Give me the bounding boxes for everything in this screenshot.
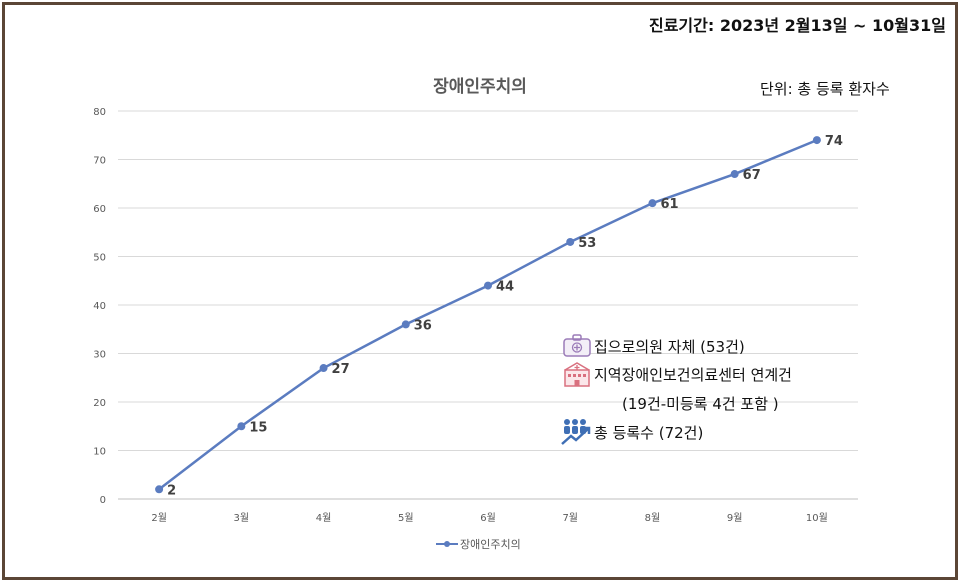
x-tick-label: 6월 — [480, 512, 496, 524]
hospital-icon — [560, 361, 594, 387]
y-tick-label: 70 — [93, 156, 106, 167]
chart-title: 장애인주치의 — [433, 77, 527, 97]
data-point — [319, 364, 328, 373]
period-label: 진료기간: 2023년 2월13일 ~ 10월31일 — [648, 16, 946, 35]
data-label: 36 — [414, 318, 432, 333]
data-label: 53 — [578, 236, 596, 251]
x-tick-label: 9월 — [727, 512, 743, 524]
note-item-clinic-text: 집으로의원 자체 (53건) — [594, 337, 745, 356]
data-point — [648, 199, 657, 208]
notes-box: 집으로의원 자체 (53건) 지역장애인보건의료센터 연계건 (19건-미등록 … — [560, 332, 792, 446]
data-label: 44 — [496, 280, 514, 295]
data-point — [730, 170, 739, 179]
x-tick-label: 4월 — [316, 512, 332, 524]
data-point — [401, 320, 410, 329]
data-label: 67 — [743, 168, 761, 183]
x-tick-label: 2월 — [151, 512, 167, 524]
data-point — [237, 422, 246, 431]
data-label: 27 — [332, 362, 350, 377]
note-item-total: 총 등록수 (72건) — [560, 418, 792, 446]
y-tick-label: 10 — [93, 447, 106, 458]
medical-kit-icon — [560, 334, 594, 358]
legend: 장애인주치의 — [436, 536, 521, 552]
y-tick-label: 50 — [93, 253, 106, 264]
note-item-clinic: 집으로의원 자체 (53건) — [560, 332, 792, 360]
people-growth-icon — [560, 417, 594, 447]
y-tick-label: 30 — [93, 350, 106, 361]
data-label: 61 — [660, 197, 678, 212]
note-item-total-text: 총 등록수 (72건) — [594, 423, 704, 442]
data-label: 2 — [167, 483, 176, 498]
y-tick-label: 20 — [93, 398, 106, 409]
x-tick-label: 10월 — [806, 512, 828, 524]
y-tick-label: 0 — [100, 495, 106, 506]
data-label: 74 — [825, 134, 843, 149]
unit-label: 단위: 총 등록 환자수 — [760, 80, 890, 98]
legend-label: 장애인주치의 — [460, 538, 521, 551]
y-tick-label: 80 — [93, 107, 106, 118]
y-tick-label: 60 — [93, 204, 106, 215]
y-tick-label: 40 — [93, 301, 106, 312]
x-tick-label: 8월 — [645, 512, 661, 524]
data-point — [155, 485, 164, 494]
x-tick-label: 7월 — [562, 512, 578, 524]
x-tick-label: 3월 — [234, 512, 250, 524]
note-item-center: 지역장애인보건의료센터 연계건 — [560, 360, 792, 388]
data-label: 15 — [249, 420, 267, 435]
data-point — [484, 281, 492, 290]
x-tick-label: 5월 — [398, 512, 414, 524]
note-item-center-sub: (19건-미등록 4건 포함 ) — [622, 394, 779, 413]
legend-swatch — [436, 539, 458, 549]
note-item-center-text: 지역장애인보건의료센터 연계건 — [594, 365, 792, 384]
data-point — [812, 136, 821, 145]
data-point — [566, 237, 575, 246]
